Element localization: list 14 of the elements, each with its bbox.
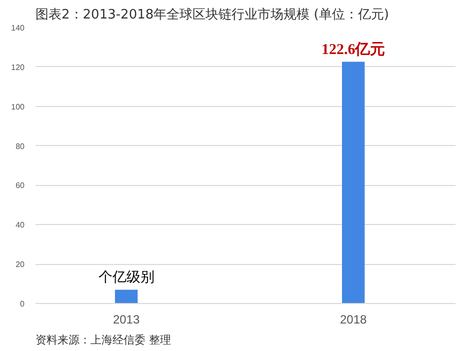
text: 资料来源：上海经信委 整理 [36, 334, 171, 346]
y-tick-label: 140 [11, 24, 26, 32]
x-tick-label: 2013 [112, 312, 140, 326]
y-tick-label: 20 [16, 260, 26, 270]
y-tick-label: 80 [16, 142, 26, 151]
y-tick-label: 100 [11, 102, 26, 112]
y-tick-label: 0 [20, 300, 26, 308]
chart-title: 图表2：2013-2018年全球区块链行业市场规模 (单位：亿元) [36, 8, 389, 22]
y-tick-label: 60 [16, 181, 26, 190]
y-tick-label: 120 [11, 62, 26, 72]
annotation: 个亿级别 [98, 270, 154, 286]
annotation: 122.6亿元 [321, 40, 386, 58]
x-tick-label: 2018 [340, 312, 368, 326]
y-tick-label: 40 [16, 220, 26, 230]
